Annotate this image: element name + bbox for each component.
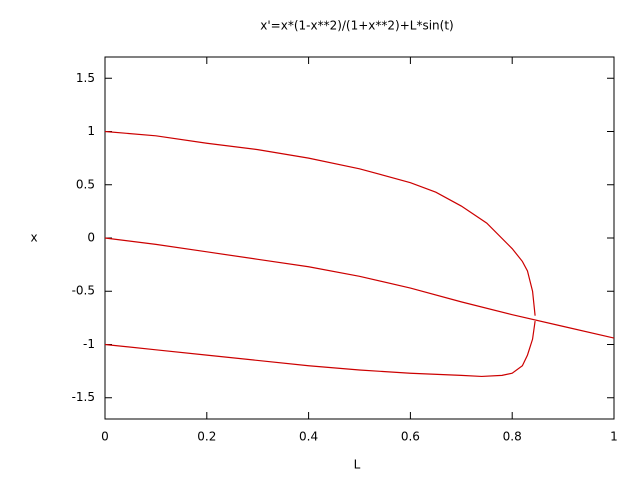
x-tick-label: 0.8 xyxy=(503,430,522,444)
y-tick-label: -1 xyxy=(83,337,95,351)
y-tick-label: -0.5 xyxy=(72,284,95,298)
y-tick-label: 0 xyxy=(87,231,95,245)
x-tick-label: 0.6 xyxy=(401,430,420,444)
data-line xyxy=(104,237,615,339)
y-axis-label: x xyxy=(30,231,37,245)
data-line xyxy=(104,130,536,316)
x-tick-label: 0.2 xyxy=(197,430,216,444)
chart-title: x'=x*(1-x**2)/(1+x**2)+L*sin(t) xyxy=(260,19,453,33)
x-tick-label: 1 xyxy=(610,430,618,444)
x-axis-label: L xyxy=(354,458,361,472)
data-line xyxy=(104,320,536,378)
y-tick-label: 0.5 xyxy=(76,177,95,191)
y-tick-label: -1.5 xyxy=(72,390,95,404)
y-tick-label: 1 xyxy=(87,124,95,138)
x-tick-label: 0.4 xyxy=(299,430,318,444)
x-tick-label: 0 xyxy=(101,430,109,444)
y-tick-label: 1.5 xyxy=(76,71,95,85)
